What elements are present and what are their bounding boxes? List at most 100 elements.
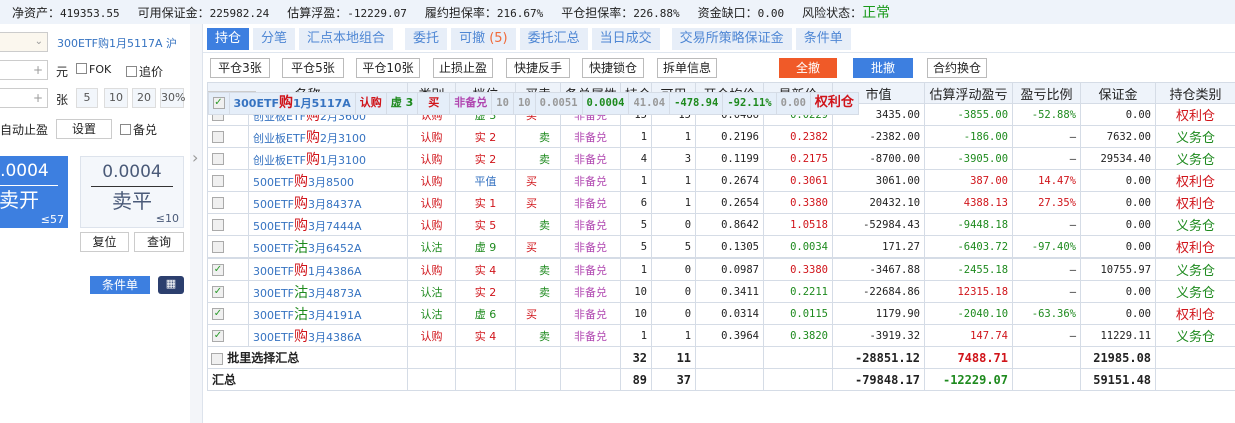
contract-name[interactable]: 创业板ETF购2月3100 <box>247 125 409 148</box>
table-row[interactable]: ✓ 300ETF购1月4386A 认购 实 4 卖 非备兑 1 0 0.0987… <box>207 258 1235 281</box>
cell-pnl: 387.00 <box>924 169 1014 192</box>
query-button[interactable]: 查询 <box>134 232 184 252</box>
tab-label: 交易所策略保证金 <box>679 31 784 46</box>
contract-name[interactable]: 300ETF沽3月4873A <box>247 280 409 303</box>
toolbar-button[interactable]: 拆单信息 <box>657 58 717 78</box>
row-checkbox[interactable] <box>207 125 249 148</box>
expand-arrow-icon[interactable]: › <box>192 148 199 167</box>
row-checkbox[interactable]: ✓ <box>207 91 230 115</box>
table-row[interactable]: ✓ 300ETF沽3月4191A 认沽 虚 6 买 非备兑 10 0 0.031… <box>207 302 1235 325</box>
toolbar-button[interactable]: 快捷锁仓 <box>582 58 644 78</box>
row-checkbox[interactable] <box>207 147 249 170</box>
table-row[interactable]: 500ETF购3月8500 认购 平值 买 非备兑 1 1 0.2674 0.3… <box>207 169 1235 192</box>
checkbox-icon[interactable] <box>212 197 224 209</box>
tab-3[interactable]: 汇点本地组合 <box>299 28 394 50</box>
table-row[interactable]: ✓ 300ETF沽3月4873A 认沽 实 2 卖 非备兑 10 0 0.341… <box>207 280 1235 303</box>
row-checkbox[interactable] <box>207 169 249 192</box>
tab-7[interactable]: 当日成交 <box>591 28 660 50</box>
checkbox-checked-icon[interactable]: ✓ <box>212 330 224 342</box>
row-checkbox[interactable]: ✓ <box>207 280 249 303</box>
qty-30pct-button[interactable]: 30% <box>160 88 185 108</box>
keyboard-icon[interactable]: ▦ <box>158 276 184 294</box>
qty-input[interactable]: + <box>0 88 48 108</box>
column-header[interactable]: 估算浮动盈亏 <box>924 82 1014 104</box>
cell-position-category: 义务仓 <box>1155 213 1235 236</box>
checkbox-icon[interactable] <box>212 241 224 253</box>
sell-open-button[interactable]: 0.0004 卖开 ≤57 <box>0 156 68 228</box>
row-checkbox[interactable] <box>207 235 249 258</box>
column-header[interactable]: 持仓类别 <box>1155 82 1235 104</box>
contract-name[interactable]: 300ETF购3月4386A <box>247 324 409 347</box>
cell-available: 0 <box>651 213 697 236</box>
plus-icon[interactable]: + <box>32 91 43 105</box>
checkbox-icon[interactable] <box>212 175 224 187</box>
plus-icon[interactable]: + <box>32 63 43 77</box>
contract-name[interactable]: 500ETF购3月8437A <box>247 191 409 214</box>
sum-market-value: -79848.17 <box>832 368 926 391</box>
table-row[interactable]: ✓ 300ETF购3月4386A 认购 实 4 卖 非备兑 1 1 0.3964… <box>207 324 1235 347</box>
toolbar-button[interactable]: 平仓5张 <box>282 58 344 78</box>
checkbox-checked-icon[interactable]: ✓ <box>212 286 224 298</box>
tab-1[interactable]: 持仓 <box>207 28 250 50</box>
tab-8[interactable]: 交易所策略保证金 <box>671 28 792 50</box>
tab-6[interactable]: 委托汇总 <box>519 28 588 50</box>
panel-splitter[interactable] <box>190 24 203 423</box>
table-row[interactable]: ✓ 300ETF购1月5117A 认购 虚 3 买 非备兑 10 10 0.00… <box>207 90 859 115</box>
checkbox-icon[interactable] <box>212 131 224 143</box>
row-checkbox[interactable]: ✓ <box>207 324 249 347</box>
toolbar-button[interactable]: 平仓3张 <box>210 58 270 78</box>
option-type-char: 购 <box>294 262 308 279</box>
contract-name[interactable]: 创业板ETF购1月3100 <box>247 147 409 170</box>
settings-button[interactable]: 设置 <box>56 119 112 139</box>
tab-5[interactable]: 可撤 (5) <box>451 28 516 50</box>
toolbar-button[interactable]: 止损止盈 <box>433 58 493 78</box>
checkbox-checked-icon[interactable]: ✓ <box>212 308 224 320</box>
tab-2[interactable]: 分笔 <box>253 28 296 50</box>
contract-select[interactable]: ⌄ <box>0 32 48 52</box>
cell-open-price: 0.3964 <box>695 324 765 347</box>
cell-margin: 0.00 <box>1080 235 1157 258</box>
cell-available: 1 <box>651 125 697 148</box>
sell-close-button[interactable]: 0.0004 卖平 ≤10 <box>80 156 184 228</box>
row-checkbox[interactable] <box>207 191 249 214</box>
toolbar-button[interactable]: 快捷反手 <box>506 58 570 78</box>
roll-contract-button[interactable]: 合约换仓 <box>927 58 987 78</box>
price-input[interactable]: + <box>0 60 48 80</box>
contract-name[interactable]: 300ETF购1月5117A <box>228 91 356 115</box>
contract-name[interactable]: 500ETF沽3月6452A <box>247 235 409 258</box>
table-row[interactable]: 创业板ETF购1月3100 认购 实 2 卖 非备兑 4 3 0.1199 0.… <box>207 147 1235 170</box>
chase-checkbox[interactable]: 追价 <box>126 63 163 80</box>
table-row[interactable]: 创业板ETF购2月3100 认购 实 2 卖 非备兑 1 1 0.2196 0.… <box>207 125 1235 148</box>
cancel-all-button[interactable]: 全撤 <box>779 58 837 78</box>
checkbox-icon[interactable] <box>212 153 224 165</box>
tab-9[interactable]: 条件单 <box>795 28 851 50</box>
table-row[interactable]: 500ETF购3月7444A 认购 实 5 卖 非备兑 5 0 0.8642 1… <box>207 213 1235 236</box>
condition-order-button[interactable]: 条件单 <box>90 276 150 294</box>
checkbox-checked-icon[interactable]: ✓ <box>212 264 224 276</box>
contract-name[interactable]: 300ETF沽3月4191A <box>247 302 409 325</box>
contract-name[interactable]: 500ETF购3月7444A <box>247 213 409 236</box>
qty-10-button[interactable]: 10 <box>104 88 128 108</box>
table-row[interactable]: 500ETF沽3月6452A 认沽 虚 9 买 非备兑 5 5 0.1305 0… <box>207 235 1235 258</box>
row-checkbox[interactable] <box>207 213 249 236</box>
qty-5-button[interactable]: 5 <box>76 88 98 108</box>
cell-available: 1 <box>651 191 697 214</box>
row-checkbox[interactable]: ✓ <box>207 302 249 325</box>
reset-button[interactable]: 复位 <box>80 232 129 252</box>
checkbox-icon[interactable] <box>212 219 224 231</box>
total-row: 汇总 89 37 -79848.17 -12229.07 59151.48 <box>206 368 1235 391</box>
qty-20-button[interactable]: 20 <box>132 88 156 108</box>
checkbox-icon[interactable] <box>211 352 223 365</box>
checkbox-checked-icon[interactable]: ✓ <box>212 97 225 109</box>
batch-cancel-button[interactable]: 批撤 <box>853 58 913 78</box>
column-header[interactable]: 盈亏比例 <box>1012 82 1082 104</box>
fok-checkbox[interactable]: FOK <box>76 63 111 76</box>
covered-checkbox[interactable]: 备兑 <box>120 121 157 138</box>
contract-name[interactable]: 300ETF购1月4386A <box>247 258 409 281</box>
table-row[interactable]: 500ETF购3月8437A 认购 实 1 买 非备兑 6 1 0.2654 0… <box>207 191 1235 214</box>
row-checkbox[interactable]: ✓ <box>207 258 249 281</box>
contract-name[interactable]: 500ETF购3月8500 <box>247 169 409 192</box>
tab-4[interactable]: 委托 <box>405 28 448 50</box>
column-header[interactable]: 保证金 <box>1080 82 1157 104</box>
toolbar-button[interactable]: 平仓10张 <box>356 58 420 78</box>
